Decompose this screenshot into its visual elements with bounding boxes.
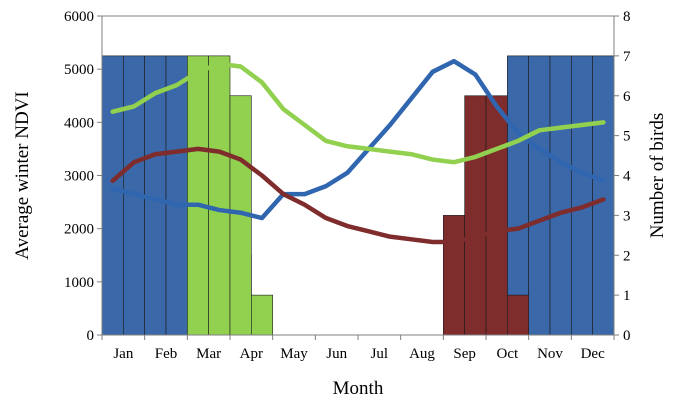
x-tick-label-feb: Feb: [155, 346, 178, 362]
x-tick-label-jun: Jun: [326, 346, 347, 362]
x-tick-label-sep: Sep: [453, 346, 476, 362]
bar-0-3: [165, 55, 188, 336]
y2-tick-label-5: 5: [623, 129, 631, 145]
bar-2-3: [507, 294, 529, 336]
bar-1-1: [208, 55, 231, 336]
x-tick-label-mar: Mar: [196, 346, 221, 362]
x-axis-title: Month: [333, 378, 384, 399]
bar-1-3: [251, 294, 273, 336]
series-line-2: [110, 146, 606, 245]
y-tick-label-6: 6000: [64, 9, 94, 25]
x-tick-label-jul: Jul: [371, 346, 389, 362]
y2-tick-label-1: 1: [623, 288, 631, 304]
x-tick-label-oct: Oct: [496, 346, 518, 362]
ticks-layer: 0 1000 2000 3000 4000 5000 6000 0 1 2 3 4 5 6 7 8 Jan Feb…: [64, 9, 631, 362]
y-tick-label-2: 2000: [64, 222, 94, 238]
x-tick-label-aug: Aug: [409, 346, 435, 362]
bar-2-1: [464, 95, 487, 336]
y2-tick-label-4: 4: [623, 169, 631, 185]
lines-layer: [110, 58, 606, 245]
y2-tick-label-0: 0: [623, 328, 631, 344]
bar-1-0: [187, 55, 209, 336]
y-tick-label-3: 3000: [64, 169, 94, 185]
x-tick-label-jan: Jan: [113, 346, 133, 362]
x-tick-label-may: May: [280, 346, 308, 362]
y-tick-label-1: 1000: [64, 275, 94, 291]
bar-0-8: [528, 55, 551, 336]
y-tick-label-4: 4000: [64, 115, 94, 131]
y-axis-title: Average winter NDVI: [12, 91, 33, 259]
bar-0-10: [571, 55, 593, 336]
y2-tick-label-7: 7: [623, 49, 631, 65]
bar-0-0: [101, 55, 124, 336]
bar-2-0: [443, 215, 465, 336]
bar-0-11: [592, 55, 615, 336]
y2-tick-label-6: 6: [623, 89, 631, 105]
series-line-1: [110, 61, 606, 165]
bar-2-2: [485, 95, 508, 336]
series-line-0: [110, 58, 606, 221]
x-tick-label-nov: Nov: [537, 346, 563, 362]
y2-tick-label-2: 2: [623, 248, 631, 264]
y-tick-label-0: 0: [87, 328, 95, 344]
bars-layer: [101, 55, 615, 336]
x-tick-label-dec: Dec: [581, 346, 605, 362]
bar-0-9: [549, 55, 572, 336]
y2-axis-title: Number of birds: [647, 113, 668, 239]
x-tick-label-apr: Apr: [240, 346, 263, 362]
y2-tick-label-3: 3: [623, 208, 631, 224]
y-tick-label-5: 5000: [64, 62, 94, 78]
y2-tick-label-8: 8: [623, 9, 631, 25]
bar-0-7: [507, 55, 529, 336]
